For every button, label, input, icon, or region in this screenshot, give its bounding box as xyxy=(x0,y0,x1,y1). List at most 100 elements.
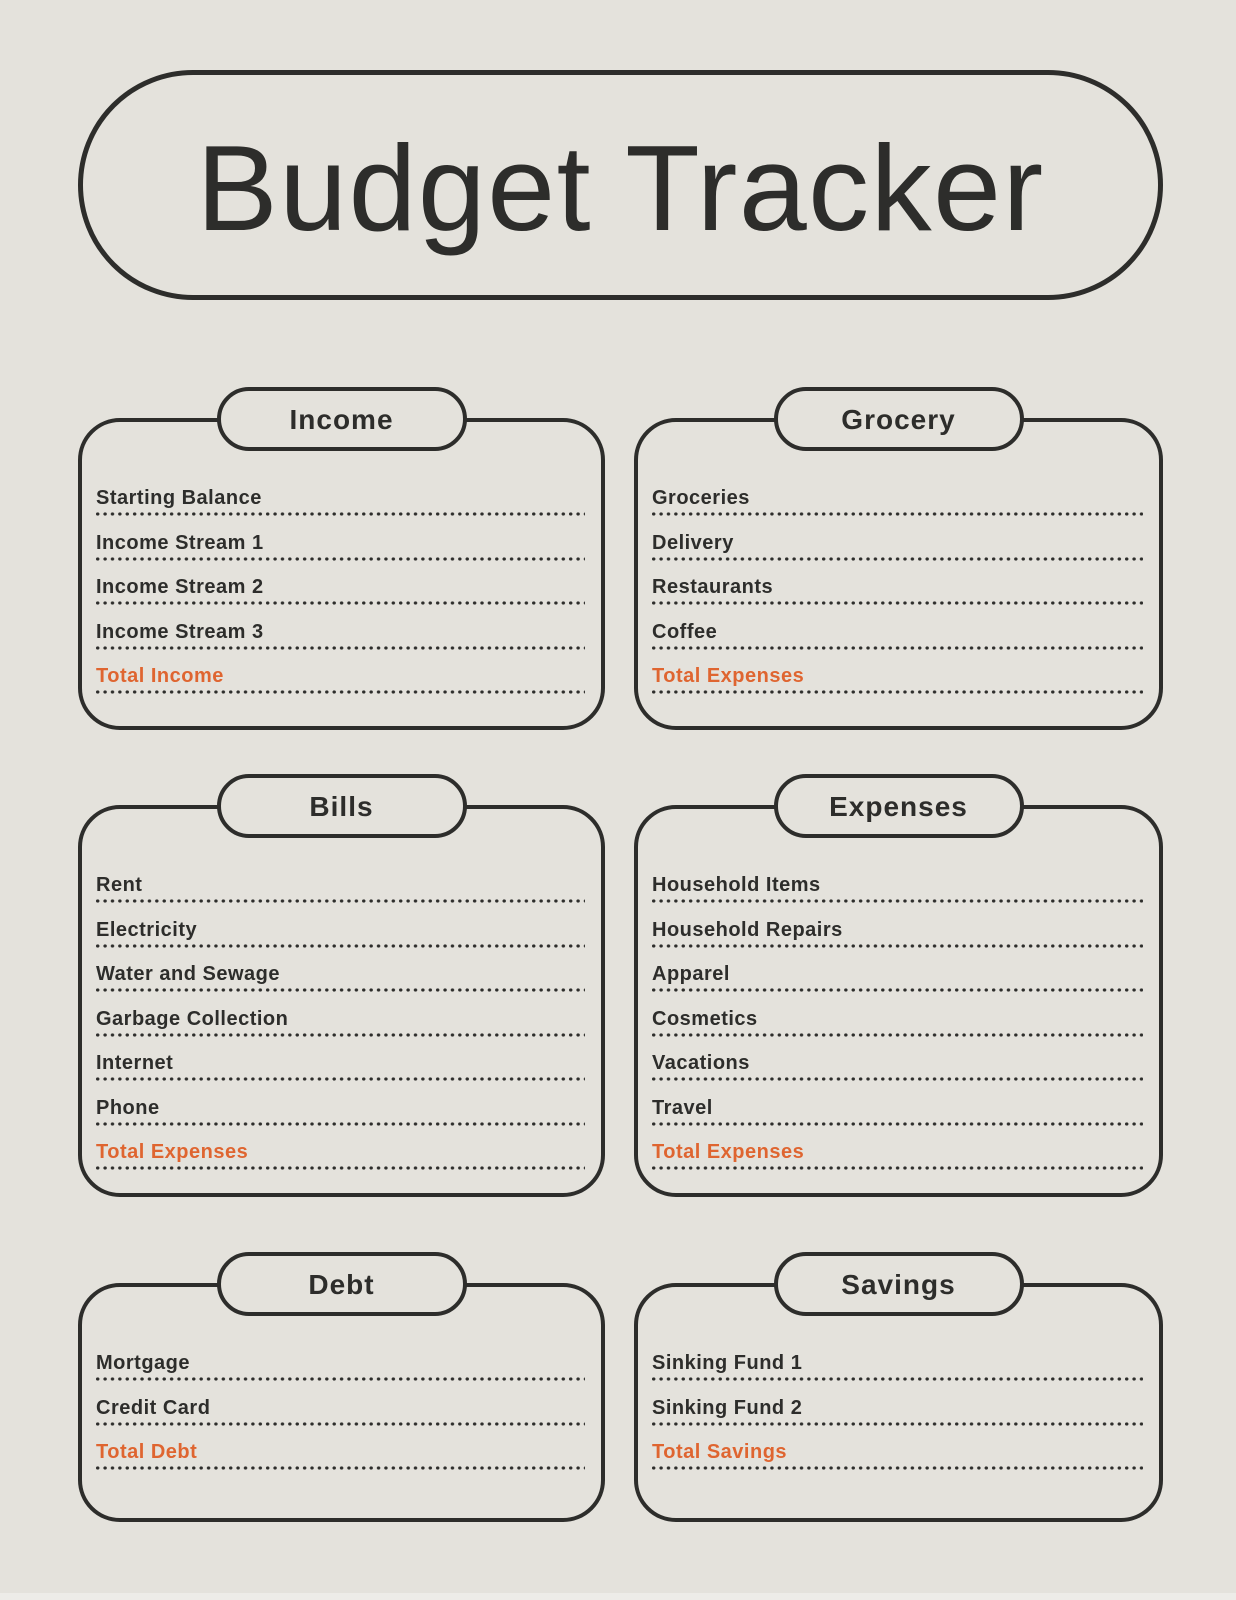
dotted-writing-line xyxy=(652,1421,1143,1426)
section-card-savings: Savings Sinking Fund 1 Sinking Fund 2 To… xyxy=(634,1252,1163,1522)
line-item-label: Vacations xyxy=(652,1052,750,1074)
section-card-income: Income Starting Balance Income Stream 1 … xyxy=(78,387,605,730)
dotted-writing-line xyxy=(96,1121,585,1126)
section-items: Mortgage Credit Card Total Debt xyxy=(82,1287,601,1518)
dotted-writing-line xyxy=(96,1377,585,1381)
line-item-label: Electricity xyxy=(96,918,198,941)
section-items: Starting Balance Income Stream 1 Income … xyxy=(82,422,601,726)
section-card-bills: Bills Rent Electricity Water and Sewage … xyxy=(78,774,605,1197)
line-item-label: Mortgage xyxy=(96,1352,190,1374)
line-item: Mortgage xyxy=(96,1351,585,1381)
line-item: Travel xyxy=(652,1096,1143,1126)
line-item: Cosmetics xyxy=(652,1007,1143,1037)
dotted-writing-line xyxy=(96,943,585,948)
section-title: Grocery xyxy=(841,403,956,435)
line-item: Restaurants xyxy=(652,575,1143,605)
line-item-label: Phone xyxy=(96,1096,160,1119)
line-item: Coffee xyxy=(652,620,1143,650)
section-card-debt: Debt Mortgage Credit Card Total Debt xyxy=(78,1252,605,1522)
line-item-label: Income Stream 1 xyxy=(96,531,264,554)
section-header-pill: Income xyxy=(216,387,467,451)
line-item: Delivery xyxy=(652,531,1143,561)
dotted-writing-line xyxy=(652,988,1143,992)
section-title: Income xyxy=(289,403,394,435)
dotted-writing-line xyxy=(96,1421,585,1426)
line-item: Internet xyxy=(96,1051,585,1081)
dotted-writing-line xyxy=(652,1121,1143,1126)
line-item-label: Sinking Fund 1 xyxy=(652,1352,803,1374)
line-item-label: Sinking Fund 2 xyxy=(652,1396,803,1419)
section-title: Expenses xyxy=(829,790,968,822)
line-item: Water and Sewage xyxy=(96,962,585,992)
dotted-writing-line xyxy=(652,1166,1143,1170)
dotted-writing-line xyxy=(652,512,1143,516)
dotted-writing-line xyxy=(652,1377,1143,1381)
line-item: Rent xyxy=(96,873,585,903)
line-item: Total Expenses xyxy=(652,664,1143,694)
line-item-label: Apparel xyxy=(652,963,730,985)
section-items: Household Items Household Repairs Appare… xyxy=(638,809,1159,1193)
line-item: Income Stream 3 xyxy=(96,620,585,650)
line-item: Total Debt xyxy=(96,1440,585,1470)
line-item-label: Travel xyxy=(652,1096,713,1119)
section-items: Groceries Delivery Restaurants Coffee To… xyxy=(638,422,1159,726)
line-item-label: Starting Balance xyxy=(96,487,262,509)
line-item-total-label: Total Debt xyxy=(96,1441,198,1463)
dotted-writing-line xyxy=(652,1466,1143,1470)
line-item: Household Repairs xyxy=(652,918,1143,948)
line-item: Total Expenses xyxy=(96,1140,585,1170)
line-item: Income Stream 1 xyxy=(96,531,585,561)
line-item: Income Stream 2 xyxy=(96,575,585,605)
line-item-label: Groceries xyxy=(652,487,750,509)
dotted-writing-line xyxy=(652,645,1143,650)
line-item: Garbage Collection xyxy=(96,1007,585,1037)
dotted-writing-line xyxy=(652,601,1143,605)
dotted-writing-line xyxy=(652,690,1143,694)
line-item: Sinking Fund 1 xyxy=(652,1351,1143,1381)
line-item-label: Income Stream 3 xyxy=(96,620,264,643)
section-header-pill: Expenses xyxy=(773,774,1024,838)
line-item-label: Credit Card xyxy=(96,1396,211,1419)
line-item: Electricity xyxy=(96,918,585,948)
dotted-writing-line xyxy=(96,1166,585,1170)
line-item: Total Savings xyxy=(652,1440,1143,1470)
section-title: Bills xyxy=(309,790,374,822)
line-item: Sinking Fund 2 xyxy=(652,1396,1143,1426)
line-item-total-label: Total Savings xyxy=(652,1441,788,1463)
line-item: Household Items xyxy=(652,873,1143,903)
line-item-label: Household Items xyxy=(652,874,821,896)
dotted-writing-line xyxy=(96,645,585,650)
line-item-total-label: Total Expenses xyxy=(96,1141,249,1163)
line-item: Apparel xyxy=(652,962,1143,992)
dotted-writing-line xyxy=(652,1032,1143,1037)
dotted-writing-line xyxy=(96,1466,585,1470)
dotted-writing-line xyxy=(96,899,585,903)
line-item: Groceries xyxy=(652,486,1143,516)
dotted-writing-line xyxy=(96,512,585,516)
dotted-writing-line xyxy=(96,1032,585,1037)
dotted-writing-line xyxy=(96,1077,585,1081)
line-item-label: Income Stream 2 xyxy=(96,576,264,598)
section-items: Rent Electricity Water and Sewage Garbag… xyxy=(82,809,601,1193)
dotted-writing-line xyxy=(96,601,585,605)
dotted-writing-line xyxy=(652,556,1143,561)
line-item-total-label: Total Income xyxy=(96,665,224,687)
line-item-label: Household Repairs xyxy=(652,918,843,941)
line-item-total-label: Total Expenses xyxy=(652,665,805,687)
section-card-expenses: Expenses Household Items Household Repai… xyxy=(634,774,1163,1197)
line-item-label: Water and Sewage xyxy=(96,963,280,985)
section-card-grocery: Grocery Groceries Delivery Restaurants C… xyxy=(634,387,1163,730)
line-item-label: Rent xyxy=(96,874,143,896)
line-item: Vacations xyxy=(652,1051,1143,1081)
line-item-label: Delivery xyxy=(652,531,734,554)
title-banner: Budget Tracker xyxy=(78,70,1163,300)
dotted-writing-line xyxy=(652,943,1143,948)
dotted-writing-line xyxy=(96,556,585,561)
section-header-pill: Debt xyxy=(216,1252,467,1316)
line-item-label: Cosmetics xyxy=(652,1007,758,1030)
line-item-label: Restaurants xyxy=(652,576,774,598)
line-item-label: Internet xyxy=(96,1052,174,1074)
line-item: Total Income xyxy=(96,664,585,694)
line-item-total-label: Total Expenses xyxy=(652,1141,805,1163)
